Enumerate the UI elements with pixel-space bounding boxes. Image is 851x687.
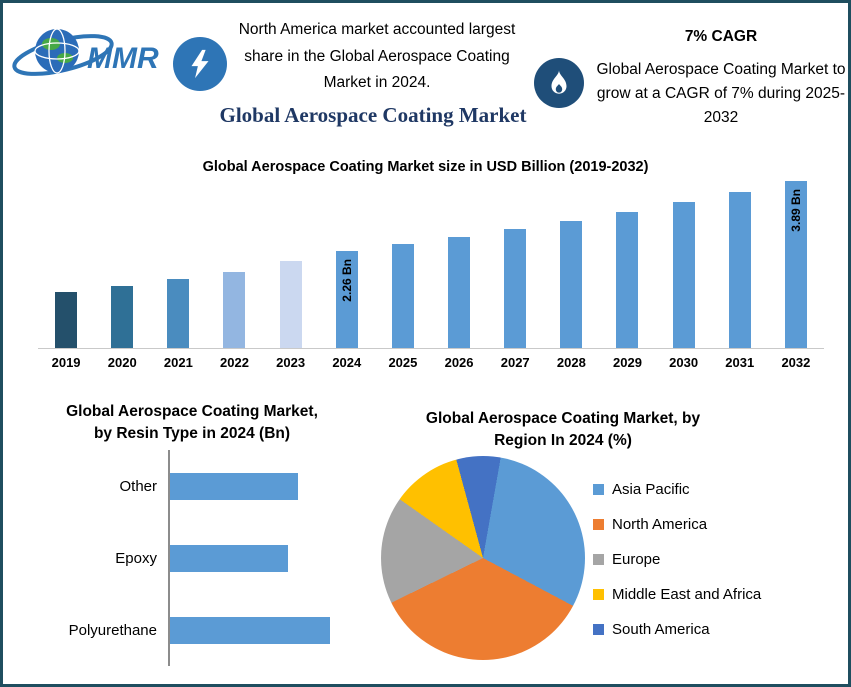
market-size-bar-chart: 2.26 Bn 3.89 Bn (38, 181, 824, 349)
cagr-title: 7% CAGR (684, 28, 758, 45)
mmr-logo: MMR (11, 15, 169, 94)
bar-slot-2028 (543, 221, 599, 348)
page-title: Global Aerospace Coating Market (219, 103, 527, 127)
x-axis-label-2022: 2022 (220, 355, 249, 370)
flame-icon (534, 58, 584, 108)
resin-label-polyurethane: Polyurethane (68, 621, 157, 639)
bar-slot-2029 (599, 212, 655, 348)
legend-swatch (593, 484, 604, 495)
x-axis-label-2019: 2019 (51, 355, 81, 370)
bar-2025 (391, 244, 414, 348)
bar-slot-2030 (656, 202, 712, 348)
x-axis-label-2027: 2027 (500, 355, 530, 370)
resin-bar-cell (168, 450, 367, 522)
mmr-logo-graphic: MMR (12, 28, 159, 76)
legend-swatch (593, 519, 604, 530)
logo-text: MMR (87, 42, 159, 75)
bar-2022 (223, 272, 246, 348)
north-america-callout: North America market accounted largest s… (238, 21, 516, 92)
resin-bar-chart: Other Epoxy Polyurethane (27, 450, 367, 666)
bar-slot-2022 (206, 272, 262, 348)
bar-2027 (504, 229, 527, 348)
resin-bar-cell (168, 594, 367, 666)
legend-item-north-america: North America (593, 516, 761, 533)
bar-2030 (672, 202, 695, 348)
legend-item-middle-east-and-africa: Middle East and Africa (593, 586, 761, 603)
region-chart-title: Global Aerospace Coating Market, by Regi… (425, 410, 701, 449)
x-axis-label-2020: 2020 (107, 355, 137, 370)
bar-2026 (448, 237, 471, 348)
resin-row-polyurethane: Polyurethane (27, 594, 367, 666)
x-axis-label-2028: 2028 (556, 355, 586, 370)
bar-slot-2019 (38, 292, 94, 348)
lightning-icon (173, 37, 227, 91)
bar-slot-2025 (375, 244, 431, 348)
legend-item-europe: Europe (593, 551, 761, 568)
globe-icon (35, 29, 79, 73)
resin-label-other: Other (119, 477, 157, 495)
legend-item-asia-pacific: Asia Pacific (593, 481, 761, 498)
cagr-text: Global Aerospace Coating Market to grow … (596, 61, 846, 127)
bar-slot-2020 (94, 286, 150, 348)
bar-slot-2023 (263, 261, 319, 348)
resin-row-epoxy: Epoxy (27, 522, 367, 594)
bar-value-label-2032: 3.89 Bn (788, 189, 803, 232)
bar-value-label-2024: 2.26 Bn (339, 259, 354, 302)
bar-2028 (560, 221, 583, 348)
bar-2020 (111, 286, 134, 348)
market-size-chart-title: Global Aerospace Coating Market size in … (202, 159, 649, 175)
resin-label-epoxy: Epoxy (115, 549, 157, 567)
x-axis-label-2030: 2030 (669, 355, 699, 370)
resin-row-other: Other (27, 450, 367, 522)
cagr-callout: 7% CAGR Global Aerospace Coating Market … (595, 25, 847, 130)
bar-2021 (167, 279, 190, 348)
region-pie-legend: Asia Pacific North America Europe Middle Ea… (593, 481, 761, 656)
bar-2031 (728, 192, 751, 348)
bar-slot-2024: 2.26 Bn (319, 251, 375, 348)
x-axis-label-2021: 2021 (163, 355, 193, 370)
region-pie-chart (381, 456, 585, 660)
bar-slot-2031 (712, 192, 768, 348)
bar-slot-2032: 3.89 Bn (768, 181, 824, 348)
legend-swatch (593, 554, 604, 565)
x-axis-label-2032: 2032 (781, 355, 811, 370)
resin-bar-other (170, 472, 298, 500)
legend-label: North America (612, 516, 708, 533)
bar-2029 (616, 212, 639, 348)
x-axis-label-2024: 2024 (332, 355, 362, 370)
resin-bar-epoxy (170, 544, 288, 572)
resin-bar-polyurethane (170, 616, 330, 644)
legend-label: Europe (612, 551, 661, 568)
bar-slot-2021 (150, 279, 206, 348)
bar-2023 (279, 261, 302, 348)
bar-2024: 2.26 Bn (335, 251, 358, 348)
x-axis-label-2023: 2023 (276, 355, 306, 370)
market-size-x-axis: 2019 2020 2021 2022 2023 2024 2025 2026 2027 2028… (38, 355, 824, 370)
bar-2019 (55, 292, 78, 348)
x-axis-label-2031: 2031 (725, 355, 755, 370)
legend-item-south-america: South America (593, 621, 761, 638)
resin-chart-title: Global Aerospace Coating Market, by Resi… (66, 403, 318, 442)
legend-label: South America (612, 621, 710, 638)
bar-slot-2026 (431, 237, 487, 348)
legend-swatch (593, 624, 604, 635)
bar-slot-2027 (487, 229, 543, 348)
legend-label: Middle East and Africa (612, 586, 762, 603)
x-axis-label-2026: 2026 (444, 355, 474, 370)
bar-2032: 3.89 Bn (784, 181, 807, 348)
x-axis-label-2029: 2029 (613, 355, 642, 370)
resin-bar-cell (168, 522, 367, 594)
x-axis-label-2025: 2025 (388, 355, 418, 370)
legend-swatch (593, 589, 604, 600)
legend-label: Asia Pacific (612, 481, 690, 498)
